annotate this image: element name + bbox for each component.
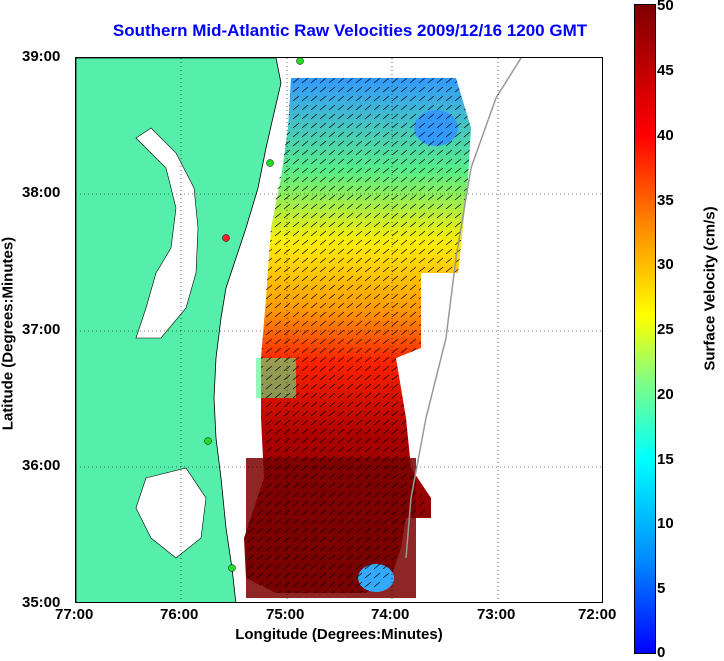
colorbar-tick: 50 xyxy=(657,0,674,14)
radar-station-marker xyxy=(204,437,212,445)
y-tick-label: 35:00 xyxy=(22,594,61,611)
x-tick-label: 77:00 xyxy=(55,606,94,623)
pamlico-sound xyxy=(135,467,207,559)
x-tick-label: 73:00 xyxy=(477,606,516,623)
y-tick-label: 36:00 xyxy=(22,457,61,474)
x-tick-label: 75:00 xyxy=(266,606,305,623)
map-canvas xyxy=(76,58,602,602)
y-tick-label: 37:00 xyxy=(22,321,61,338)
x-tick-label: 76:00 xyxy=(160,606,199,623)
isobath-line xyxy=(405,58,522,559)
colorbar-tick: 5 xyxy=(657,580,666,597)
colorbar-tick: 45 xyxy=(657,62,674,79)
radar-station-marker xyxy=(228,564,236,572)
colorbar-tick: 30 xyxy=(657,256,674,273)
x-tick-label: 74:00 xyxy=(371,606,410,623)
colorbar-tick: 15 xyxy=(657,451,674,468)
chesapeake-bay xyxy=(135,127,199,339)
y-axis-label: Latitude (Degrees:Minutes) xyxy=(0,236,17,431)
colorbar-tick: 10 xyxy=(657,515,674,532)
radar-station-marker-alert xyxy=(222,234,230,242)
colorbar-label: Surface Velocity (cm/s) xyxy=(701,206,719,371)
velocity-vectors xyxy=(244,78,471,593)
colorbar-tick: 40 xyxy=(657,127,674,144)
colorbar-tick: 20 xyxy=(657,386,674,403)
y-tick-label: 39:00 xyxy=(22,48,61,65)
radar-station-marker xyxy=(266,159,274,167)
radar-station-marker xyxy=(296,58,304,65)
y-tick-label: 38:00 xyxy=(22,184,61,201)
colorbar xyxy=(634,4,656,654)
colorbar-tick: 0 xyxy=(657,644,666,661)
graticule xyxy=(76,58,602,602)
map-title: Southern Mid-Atlantic Raw Velocities 200… xyxy=(112,21,588,40)
colorbar-tick: 35 xyxy=(657,192,674,209)
x-tick-label: 72:00 xyxy=(578,606,617,623)
colorbar-tick: 25 xyxy=(657,321,674,338)
map-plot-area xyxy=(75,57,603,603)
x-axis-label: Longitude (Degrees:Minutes) xyxy=(235,626,443,643)
